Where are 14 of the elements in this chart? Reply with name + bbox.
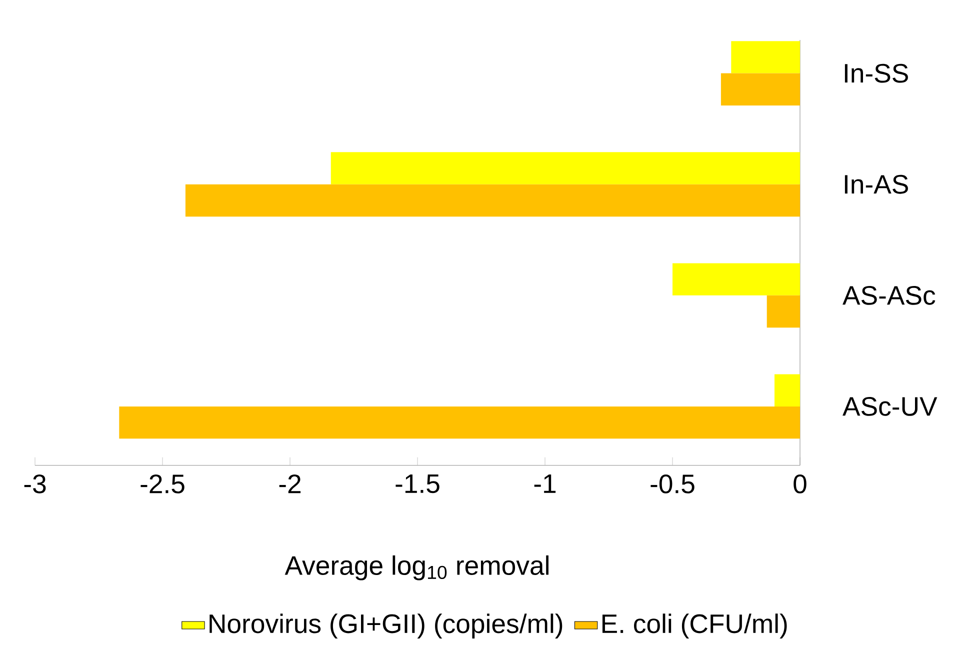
legend-label: Norovirus (GI+GII) (copies/ml)	[210, 614, 562, 639]
y-tick-label: In-AS	[844, 175, 908, 194]
legend-label: E. coli (CFU/ml)	[602, 614, 787, 639]
x-tick-label: -2	[279, 474, 301, 494]
y-tick-label: ASc-UV	[842, 397, 938, 416]
y-tick-label: AS-ASc	[842, 286, 936, 306]
y-tick-label: In-SS	[844, 64, 908, 83]
x-axis-title: Average log$_{10}$ removal	[284, 556, 548, 580]
x-tick-label: -1	[534, 474, 556, 494]
x-tick-label: 0	[794, 474, 806, 494]
x-tick-label: -2.5	[140, 474, 184, 494]
x-tick-label: -3	[24, 474, 46, 494]
x-tick-label: -1.5	[396, 474, 440, 494]
x-tick-label: -0.5	[650, 474, 694, 494]
